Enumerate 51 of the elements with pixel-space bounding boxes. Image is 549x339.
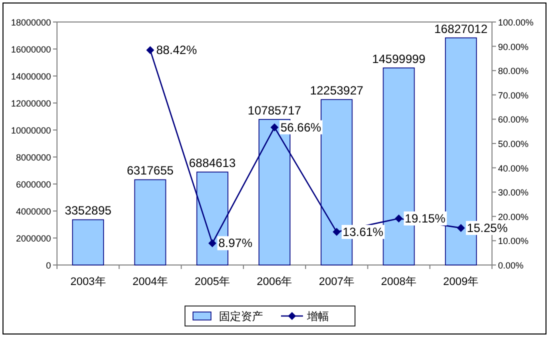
y2-tick-label: 60.00% bbox=[498, 114, 529, 125]
y2-tick-label: 70.00% bbox=[498, 90, 529, 100]
y2-tick-label: 90.00% bbox=[498, 42, 529, 52]
x-tick-label: 2006年 bbox=[256, 276, 292, 288]
data-label: 19.15% bbox=[404, 211, 446, 226]
y2-tick-label: 10.00% bbox=[498, 236, 529, 246]
data-label: 56.66% bbox=[280, 120, 322, 134]
legend-label: 固定资产 bbox=[219, 310, 263, 323]
x-tick-label: 2009年 bbox=[443, 276, 479, 288]
data-label: 3352895 bbox=[64, 204, 112, 218]
x-tick-label: 2005年 bbox=[194, 276, 230, 288]
data-label: 6317655 bbox=[126, 164, 174, 178]
y2-tick-label: 20.00% bbox=[498, 212, 529, 222]
y-tick-label: 12000000 bbox=[10, 98, 51, 108]
y2-tick-label: 30.00% bbox=[498, 188, 529, 198]
legend-label: 增幅 bbox=[306, 311, 329, 323]
data-label: 10785717 bbox=[248, 103, 302, 118]
y-tick-label: 14000000 bbox=[10, 72, 51, 82]
y2-tick-label: 50.00% bbox=[498, 139, 529, 149]
y-tick-label: 18000000 bbox=[10, 18, 51, 28]
x-tick-label: 2008年 bbox=[381, 276, 417, 288]
x-tick-label: 2007年 bbox=[318, 276, 354, 288]
point bbox=[146, 46, 154, 54]
x-tick-label: 2003年 bbox=[70, 276, 106, 288]
data-label: 88.42% bbox=[156, 43, 198, 58]
y2-tick-label: 0.00% bbox=[498, 260, 524, 270]
x-tick-label: 2004年 bbox=[132, 276, 168, 288]
data-label: 15.25% bbox=[466, 220, 508, 235]
y-tick-label: 4000000 bbox=[16, 206, 51, 216]
bar bbox=[134, 179, 166, 266]
y2-tick-label: 40.00% bbox=[498, 163, 529, 174]
y-tick-label: 6000000 bbox=[16, 180, 51, 190]
data-label: 12253927 bbox=[310, 84, 364, 98]
data-label: 8.97% bbox=[218, 236, 253, 250]
data-label: 14599999 bbox=[372, 52, 426, 66]
y-tick-label: 0 bbox=[46, 260, 51, 270]
y2-tick-label: 80.00% bbox=[498, 66, 529, 76]
point bbox=[270, 123, 278, 132]
y2-tick-label: 100.00% bbox=[498, 18, 534, 28]
y-tick-label: 2000000 bbox=[16, 234, 51, 244]
point bbox=[332, 228, 341, 236]
point bbox=[208, 239, 216, 248]
bar bbox=[72, 219, 104, 266]
y-tick-label: 16000000 bbox=[10, 44, 51, 54]
point bbox=[394, 214, 403, 222]
data-label: 16827012 bbox=[434, 22, 488, 36]
point bbox=[456, 224, 465, 232]
data-label: 13.61% bbox=[342, 224, 384, 239]
y-tick-label: 8000000 bbox=[16, 152, 51, 162]
data-label: 6884613 bbox=[189, 156, 236, 170]
y-tick-label: 10000000 bbox=[10, 126, 51, 136]
